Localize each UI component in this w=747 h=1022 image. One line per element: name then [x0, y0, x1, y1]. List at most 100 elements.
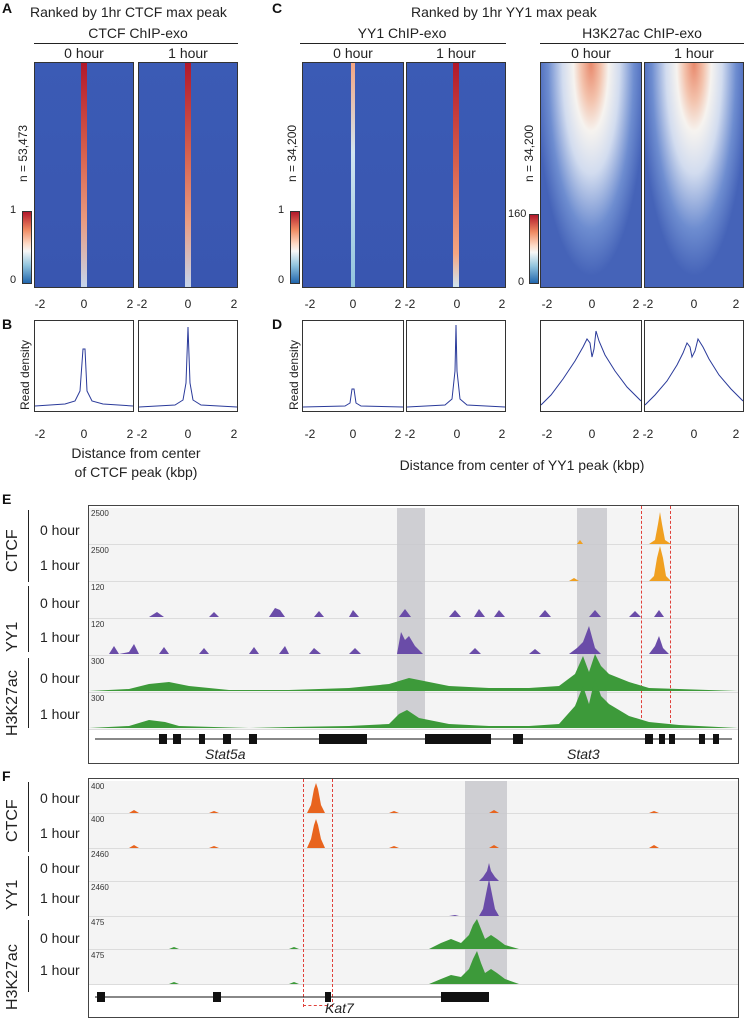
- panel-a-cbar-min: 0: [10, 274, 17, 286]
- panel-f-browser: 400 400 2460 2460 475 475 Kat7: [88, 778, 739, 1018]
- c-tick-2-1: 2: [394, 297, 402, 311]
- panel-b-ylabel: Read density: [18, 339, 32, 410]
- f-bracket-h3k: [28, 920, 29, 992]
- d-tick-m2-3: -2: [541, 427, 553, 441]
- c-tick-m2-3: -2: [541, 297, 553, 311]
- panel-d-ylabel: Read density: [287, 339, 301, 410]
- e-row-0: 0 hour: [40, 522, 80, 538]
- panel-c-cbar-h3k-min: 0: [518, 276, 525, 288]
- f-dashed-bottom: [303, 1005, 333, 1006]
- a-tick-0-right: 0: [184, 297, 192, 311]
- panel-c-cbar-yy1-max: 1: [278, 204, 285, 216]
- panel-c-cbar-yy1-min: 0: [278, 274, 285, 286]
- panel-c-n-label-h3k: n = 34,200: [522, 124, 536, 182]
- b-tick-m2-right: -2: [136, 427, 148, 441]
- c-tick-0-2: 0: [453, 297, 461, 311]
- panel-c-subtitle-yy1: YY1 ChIP-exo: [357, 25, 447, 41]
- e-row-3: 1 hour: [40, 629, 80, 645]
- panel-a-cbar-max: 1: [10, 204, 17, 216]
- e-row-5: 1 hour: [40, 706, 80, 722]
- panel-a-n-label: n = 53,473: [16, 124, 30, 182]
- e-highlight-1: [397, 508, 425, 728]
- panel-c-title: Ranked by 1hr YY1 max peak: [411, 4, 597, 20]
- panel-e-browser: 2500 2500 120 120 300 300 Stat5a Stat3: [88, 505, 739, 764]
- panel-b-xlabel-1: Distance from center: [71, 445, 201, 461]
- f-track-yy1-1h: [89, 882, 738, 917]
- panel-a-col1: 1 hour: [168, 45, 208, 61]
- d-tick-2-4: 2: [732, 427, 740, 441]
- c-tick-m2-2: -2: [404, 297, 416, 311]
- e-scale-3: 120: [91, 620, 105, 629]
- e-row-2: 0 hour: [40, 595, 80, 611]
- a-tick-0-left: 0: [80, 297, 88, 311]
- c-tick-0-1: 0: [349, 297, 357, 311]
- f-track-h3k-1h: [89, 950, 738, 985]
- heatmap-yy1-0h: [302, 62, 404, 288]
- f-scale-2: 2460: [91, 850, 109, 859]
- f-row-2: 0 hour: [40, 860, 80, 876]
- c-tick-2-2: 2: [498, 297, 506, 311]
- f-track-yy1-0h: [89, 849, 738, 882]
- a-tick-m2-left: -2: [34, 297, 46, 311]
- f-highlight: [465, 781, 507, 984]
- b-tick-2-right: 2: [230, 427, 238, 441]
- profile-h3k27ac-1h: [644, 320, 744, 412]
- f-row-4: 0 hour: [40, 930, 80, 946]
- e-scale-5: 300: [91, 694, 105, 703]
- f-scale-5: 475: [91, 951, 105, 960]
- panel-c-colorbar-h3k: [529, 214, 539, 284]
- d-tick-m2-4: -2: [642, 427, 654, 441]
- panel-c-n-label-yy1: n = 34,200: [285, 124, 299, 182]
- f-track-h3k-0h: [89, 917, 738, 950]
- heatmap-h3k27ac-0h: [540, 62, 642, 288]
- panel-a-colorbar: [22, 211, 32, 284]
- f-group-yy1: YY1: [4, 879, 21, 910]
- panel-c-col1: 1 hour: [436, 45, 476, 61]
- f-row-3: 1 hour: [40, 890, 80, 906]
- e-dashed-box: [641, 506, 671, 728]
- d-tick-0-2: 0: [453, 427, 461, 441]
- panel-a-rule: [34, 43, 238, 44]
- e-bracket-yy1: [28, 586, 29, 652]
- heatmap-ctcf-0h: [34, 62, 134, 288]
- e-bracket-ctcf: [28, 510, 29, 582]
- panel-letter-a: A: [2, 0, 13, 16]
- panel-letter-f: F: [2, 768, 11, 784]
- panel-b-xlabel-2: of CTCF peak (kbp): [74, 464, 198, 480]
- f-signal-tracks: [89, 783, 738, 1002]
- c-tick-2-4: 2: [732, 297, 740, 311]
- d-tick-2-3: 2: [632, 427, 640, 441]
- c-tick-m2-1: -2: [304, 297, 316, 311]
- d-tick-m2-1: -2: [304, 427, 316, 441]
- f-gene-kat7: Kat7: [325, 1000, 354, 1016]
- panel-a-title: Ranked by 1hr CTCF max peak: [30, 4, 227, 20]
- c-tick-2-3: 2: [632, 297, 640, 311]
- panel-c-cbar-h3k-max: 160: [508, 208, 527, 220]
- e-scale-4: 300: [91, 657, 105, 666]
- profile-ctcf-1h: [138, 320, 238, 412]
- d-tick-0-1: 0: [349, 427, 357, 441]
- f-scale-4: 475: [91, 918, 105, 927]
- heatmap-yy1-1h: [406, 62, 506, 288]
- f-scale-0: 400: [91, 782, 105, 791]
- heatmap-ctcf-1h: [138, 62, 238, 288]
- e-gene-stat5a: Stat5a: [205, 746, 246, 762]
- panel-c-rule-h3k: [540, 43, 744, 44]
- d-tick-2-1: 2: [394, 427, 402, 441]
- f-scale-3: 2460: [91, 883, 109, 892]
- e-group-yy1: YY1: [4, 621, 21, 652]
- profile-yy1-0h: [302, 320, 404, 412]
- f-bracket-ctcf: [28, 782, 29, 852]
- panel-c-subtitle-h3k: H3K27ac ChIP-exo: [582, 25, 702, 41]
- heatmap-h3k27ac-1h: [644, 62, 744, 288]
- panel-c-colorbar-yy1: [290, 211, 300, 284]
- a-tick-m2-right: -2: [136, 297, 148, 311]
- f-bracket-yy1: [28, 856, 29, 916]
- b-tick-0-right: 0: [184, 427, 192, 441]
- d-tick-2-2: 2: [498, 427, 506, 441]
- e-group-h3k27ac: H3K27ac: [4, 670, 21, 736]
- panel-c-col2: 0 hour: [571, 45, 611, 61]
- b-tick-0-left: 0: [80, 427, 88, 441]
- e-scale-0: 2500: [91, 509, 109, 518]
- c-tick-0-3: 0: [588, 297, 596, 311]
